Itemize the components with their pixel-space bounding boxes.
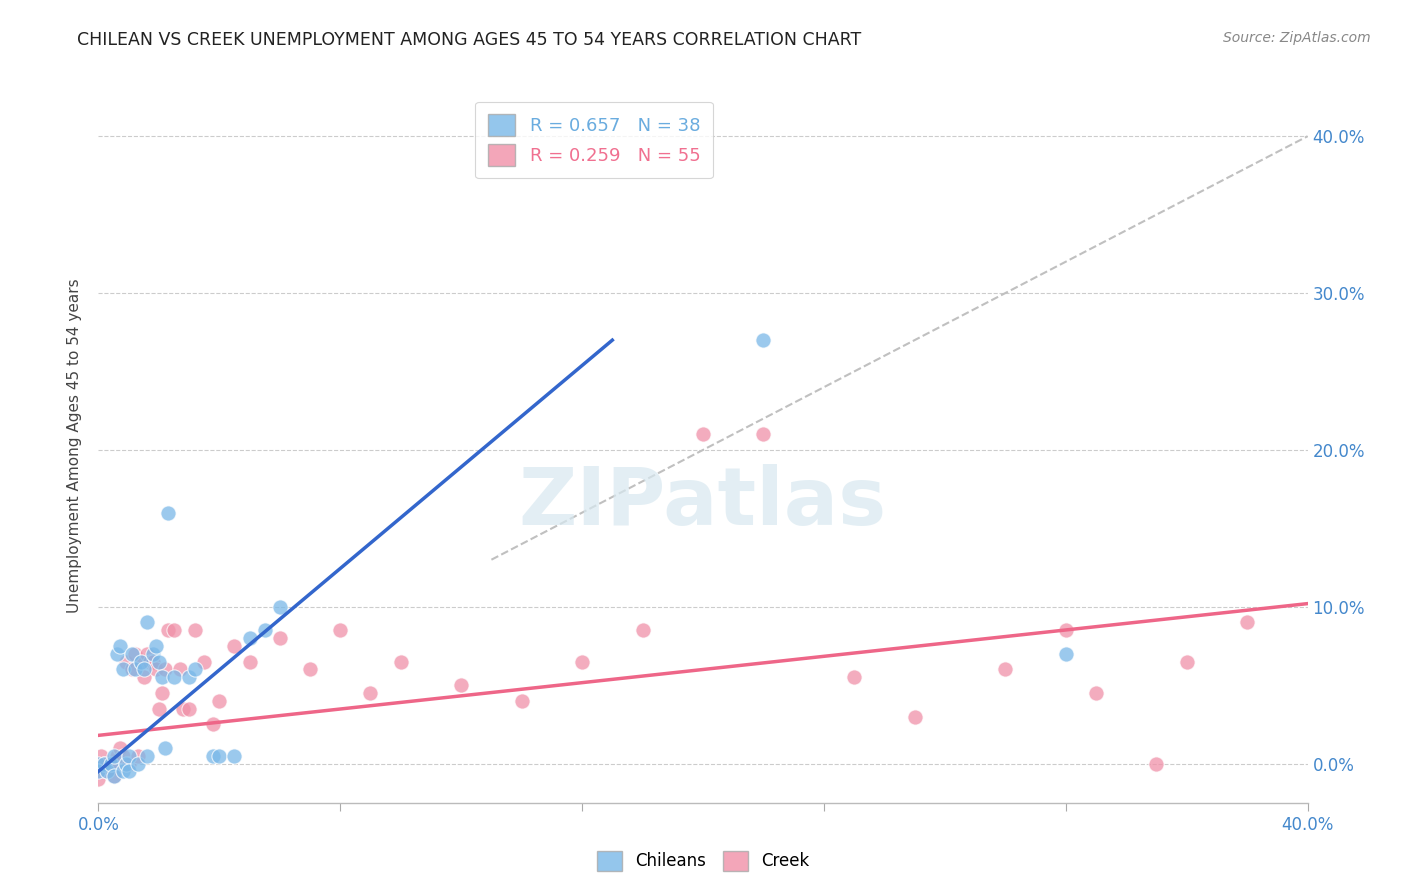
Point	[118, 764, 141, 779]
Point	[87, 772, 110, 787]
Point	[153, 740, 176, 755]
Point	[156, 506, 179, 520]
Point	[329, 624, 352, 638]
Point	[904, 709, 927, 723]
Point	[105, 647, 128, 661]
Point	[360, 686, 382, 700]
Point	[87, 756, 110, 771]
Point	[129, 655, 152, 669]
Point	[139, 655, 162, 669]
Point	[1054, 624, 1077, 638]
Point	[108, 740, 131, 755]
Point	[208, 694, 231, 708]
Point	[752, 427, 775, 442]
Point	[87, 764, 110, 779]
Point	[111, 764, 134, 779]
Point	[87, 756, 110, 771]
Point	[692, 427, 714, 442]
Point	[202, 748, 225, 763]
Point	[93, 756, 115, 771]
Point	[153, 663, 176, 677]
Point	[148, 655, 170, 669]
Point	[1054, 647, 1077, 661]
Point	[269, 599, 291, 614]
Y-axis label: Unemployment Among Ages 45 to 54 years: Unemployment Among Ages 45 to 54 years	[67, 278, 83, 614]
Point	[163, 624, 186, 638]
Point	[93, 756, 115, 771]
Point	[172, 702, 194, 716]
Point	[105, 748, 128, 763]
Point	[103, 748, 125, 763]
Point	[450, 678, 472, 692]
Point	[132, 663, 155, 677]
Text: ZIPatlas: ZIPatlas	[519, 464, 887, 542]
Legend: Chileans, Creek: Chileans, Creek	[589, 842, 817, 880]
Point	[114, 655, 136, 669]
Point	[145, 639, 167, 653]
Point	[208, 748, 231, 763]
Point	[1144, 756, 1167, 771]
Text: CHILEAN VS CREEK UNEMPLOYMENT AMONG AGES 45 TO 54 YEARS CORRELATION CHART: CHILEAN VS CREEK UNEMPLOYMENT AMONG AGES…	[77, 31, 862, 49]
Point	[127, 756, 149, 771]
Point	[224, 748, 246, 763]
Point	[150, 670, 173, 684]
Point	[1175, 655, 1198, 669]
Point	[90, 748, 112, 763]
Point	[100, 756, 122, 771]
Point	[844, 670, 866, 684]
Point	[202, 717, 225, 731]
Point	[239, 631, 262, 645]
Text: Source: ZipAtlas.com: Source: ZipAtlas.com	[1223, 31, 1371, 45]
Point	[571, 655, 593, 669]
Point	[124, 647, 146, 661]
Point	[121, 647, 143, 661]
Point	[179, 702, 201, 716]
Point	[150, 686, 173, 700]
Point	[253, 624, 276, 638]
Point	[156, 624, 179, 638]
Point	[1236, 615, 1258, 630]
Point	[100, 761, 122, 775]
Point	[129, 655, 152, 669]
Point	[994, 663, 1017, 677]
Point	[169, 663, 191, 677]
Point	[184, 663, 207, 677]
Point	[752, 333, 775, 347]
Point	[269, 631, 291, 645]
Point	[132, 670, 155, 684]
Point	[145, 663, 167, 677]
Point	[103, 769, 125, 783]
Point	[103, 769, 125, 783]
Point	[239, 655, 262, 669]
Point	[96, 764, 118, 779]
Point	[163, 670, 186, 684]
Point	[179, 670, 201, 684]
Point	[127, 748, 149, 763]
Point	[124, 663, 146, 677]
Point	[299, 663, 322, 677]
Point	[142, 655, 165, 669]
Point	[184, 624, 207, 638]
Point	[510, 694, 533, 708]
Point	[111, 748, 134, 763]
Point	[108, 639, 131, 653]
Point	[389, 655, 412, 669]
Point	[135, 647, 157, 661]
Point	[135, 615, 157, 630]
Point	[121, 663, 143, 677]
Point	[118, 756, 141, 771]
Point	[111, 663, 134, 677]
Legend: R = 0.657   N = 38, R = 0.259   N = 55: R = 0.657 N = 38, R = 0.259 N = 55	[475, 102, 713, 178]
Point	[135, 748, 157, 763]
Point	[193, 655, 215, 669]
Point	[118, 748, 141, 763]
Point	[103, 756, 125, 771]
Point	[142, 647, 165, 661]
Point	[224, 639, 246, 653]
Point	[114, 756, 136, 771]
Point	[631, 624, 654, 638]
Point	[148, 702, 170, 716]
Point	[96, 764, 118, 779]
Point	[1085, 686, 1108, 700]
